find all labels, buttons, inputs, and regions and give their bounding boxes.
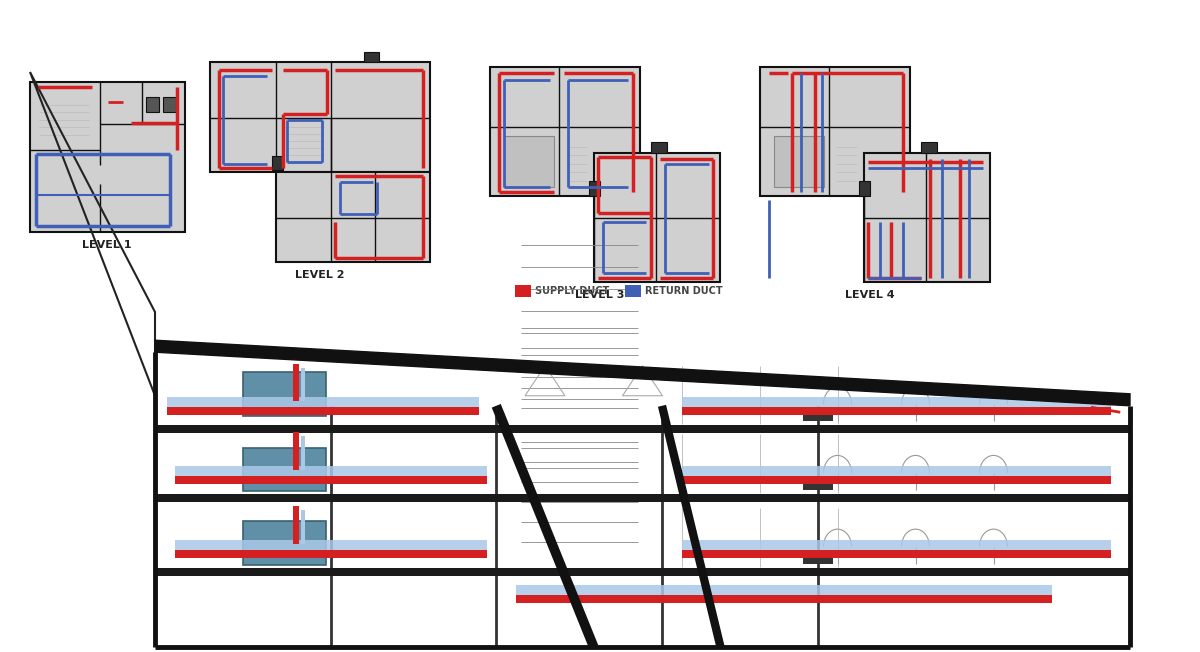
Bar — [174, 550, 486, 557]
Bar — [516, 585, 1052, 597]
Bar — [589, 181, 600, 196]
Bar — [625, 285, 641, 297]
Bar — [30, 82, 185, 232]
Bar — [301, 436, 305, 470]
Bar — [682, 397, 1110, 409]
Bar — [293, 364, 299, 401]
Bar — [504, 136, 554, 187]
Bar — [682, 466, 1110, 478]
Bar — [210, 62, 430, 172]
Bar — [516, 595, 1052, 603]
Bar — [155, 312, 1130, 647]
Bar — [276, 172, 430, 262]
Bar — [155, 425, 1130, 433]
Bar — [155, 568, 1130, 576]
Bar — [650, 142, 667, 153]
Bar — [174, 466, 486, 478]
Bar — [242, 522, 325, 565]
Bar — [242, 448, 325, 491]
Text: LEVEL 1: LEVEL 1 — [83, 240, 132, 250]
Bar — [293, 506, 299, 544]
Bar — [682, 408, 1110, 415]
Bar — [803, 408, 833, 421]
Bar — [859, 181, 870, 196]
Bar — [760, 67, 910, 196]
Text: LEVEL 4: LEVEL 4 — [845, 290, 895, 300]
Bar — [167, 408, 479, 415]
Bar — [271, 156, 283, 170]
Bar — [803, 476, 833, 490]
Bar — [515, 285, 530, 297]
Bar — [803, 550, 833, 563]
Bar — [155, 494, 1130, 502]
Bar — [682, 476, 1110, 484]
Bar — [682, 550, 1110, 557]
Text: LEVEL 3: LEVEL 3 — [575, 290, 625, 300]
Bar — [774, 136, 824, 187]
Text: SUPPLY DUCT: SUPPLY DUCT — [535, 286, 610, 296]
Bar — [490, 67, 640, 196]
Bar — [174, 540, 486, 552]
Text: LEVEL 2: LEVEL 2 — [295, 270, 344, 280]
Polygon shape — [155, 340, 1130, 406]
Bar — [167, 397, 479, 409]
Bar — [163, 97, 175, 112]
Bar — [301, 368, 305, 401]
Bar — [682, 540, 1110, 552]
Bar — [301, 510, 305, 544]
Bar — [864, 153, 990, 282]
Bar — [594, 153, 720, 282]
Text: RETURN DUCT: RETURN DUCT — [646, 286, 722, 296]
Bar — [922, 142, 937, 153]
Bar — [242, 372, 325, 416]
Bar — [146, 97, 158, 112]
Bar — [174, 476, 486, 484]
Bar — [293, 432, 299, 470]
Bar — [364, 52, 379, 62]
